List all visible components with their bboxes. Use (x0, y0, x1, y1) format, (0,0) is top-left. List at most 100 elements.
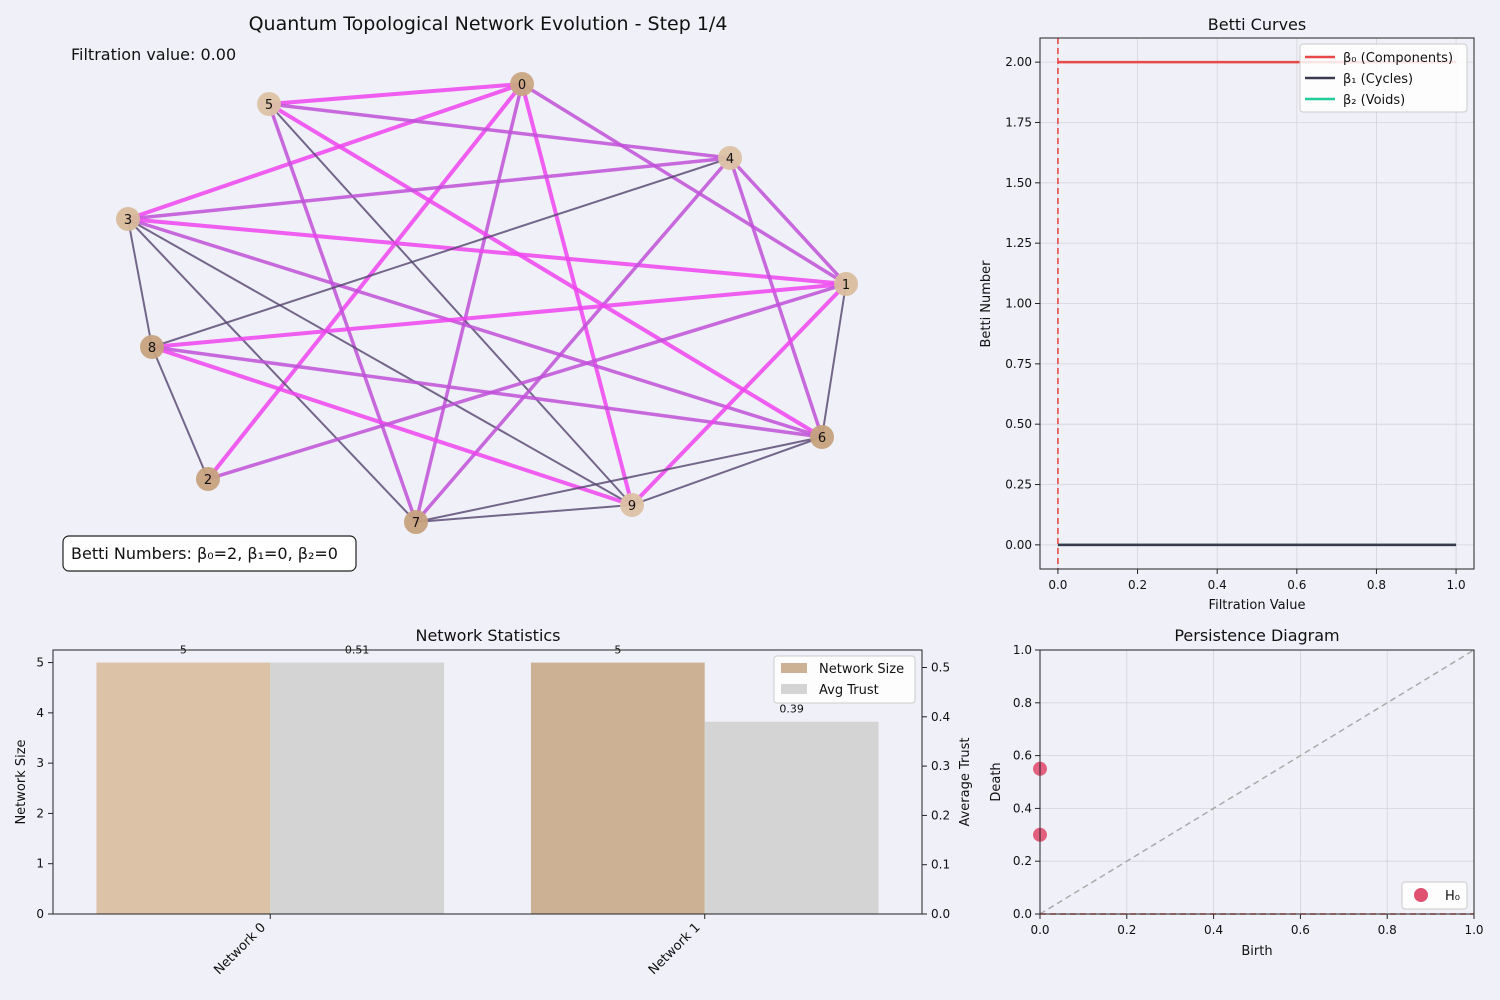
persistence-legend-label-0: H₀ (1445, 889, 1460, 904)
network-edge-0-9 (520, 82, 634, 507)
betti-y-tick-label: 1.75 (1005, 115, 1032, 129)
filtration-value-text: Filtration value: 0.00 (71, 45, 236, 64)
network-edge-8-2 (151, 346, 209, 480)
network-edge-4-8 (151, 157, 731, 348)
stats-left-tick-label: 3 (36, 756, 44, 770)
persistence-x-tick-label: 0.8 (1378, 923, 1397, 937)
persistence-y-tick-label: 0.8 (1013, 696, 1032, 710)
network-edge-1-6 (821, 283, 847, 438)
network-edge-3-6 (126, 217, 824, 439)
betti-y-tick-label: 1.50 (1005, 176, 1032, 190)
persistence-x-tick-label: 0.4 (1204, 923, 1223, 937)
network-edge-3-0 (126, 82, 524, 221)
persistence-legend-swatch-0 (1414, 888, 1428, 902)
network-edge-3-9 (127, 218, 633, 506)
network-node-3 (116, 207, 140, 231)
stats-bar-avg-trust-0 (270, 662, 445, 914)
persistence-x-tick-label: 0.0 (1030, 923, 1049, 937)
network-edge-1-9 (630, 282, 848, 507)
network-edge-3-1 (126, 217, 848, 286)
stats-left-tick-label: 4 (36, 706, 44, 720)
stats-right-tick-label: 0.5 (931, 661, 950, 675)
stats-legend-box (773, 655, 916, 704)
betti-legend-box (1299, 43, 1468, 113)
betti-y-tick-label: 0.75 (1005, 357, 1032, 371)
network-edge-2-1 (206, 282, 848, 481)
persistence-legend: H₀ (1401, 881, 1468, 910)
betti-x-tick-label: 1.0 (1447, 578, 1466, 592)
stats-legend-label-0: Network Size (819, 662, 904, 677)
network-node-label-0: 0 (518, 78, 526, 93)
persistence-title: Persistence Diagram (1174, 626, 1339, 645)
network-node-2 (196, 467, 220, 491)
betti-y-tick-label: 0.25 (1005, 478, 1032, 492)
network-edge-5-9 (268, 103, 633, 506)
network-node-4 (718, 146, 742, 170)
persistence-diagonal-line (1039, 649, 1475, 915)
persistence-y-tick-label: 0.2 (1013, 854, 1032, 868)
network-edge-2-0 (206, 82, 524, 481)
stats-title: Network Statistics (415, 626, 560, 645)
network-edge-3-7 (127, 218, 417, 523)
stats-left-tick-label: 2 (36, 806, 44, 820)
betti-x-axis-label: Filtration Value (1209, 598, 1306, 613)
network-edges (126, 82, 848, 524)
betti-x-tick-label: 0.2 (1128, 578, 1147, 592)
persistence-y-axis-label: Death (989, 762, 1004, 801)
stats-right-tick-label: 0.2 (931, 808, 950, 822)
network-edge-8-9 (150, 345, 634, 507)
stats-left-tick-label: 5 (36, 656, 44, 670)
network-node-1 (834, 272, 858, 296)
betti-y-tick-label: 2.00 (1005, 55, 1032, 69)
betti-legend: β₀ (Components) β₁ (Cycles) β₂ (Voids) (1299, 43, 1468, 113)
stats-right-tick-label: 0.0 (931, 907, 950, 921)
persistence-x-axis-label: Birth (1241, 944, 1272, 959)
stats-right-axis-label: Average Trust (958, 737, 973, 826)
betti-numbers-text: Betti Numbers: β₀=2, β₁=0, β₂=0 (71, 544, 338, 563)
persistence-x-tick-label: 0.2 (1117, 923, 1136, 937)
network-node-label-1: 1 (842, 278, 850, 293)
persistence-y-tick-label: 0.0 (1013, 907, 1032, 921)
stats-bar-avg-trust-1 (704, 721, 879, 914)
network-edge-4-7 (414, 156, 732, 524)
network-edge-0-1 (520, 82, 848, 286)
network-nodes: 0 1 2 3 4 5 6 7 8 9 (116, 72, 858, 534)
persistence-y-tick-label: 0.6 (1013, 749, 1032, 763)
stats-legend: Network Size Avg Trust (773, 655, 916, 704)
stats-right-tick-label: 0.1 (931, 858, 950, 872)
network-node-8 (140, 335, 164, 359)
network-edge-3-8 (127, 218, 153, 348)
stats-legend-swatch-1 (781, 684, 807, 694)
stats-left-tick-label: 0 (36, 907, 44, 921)
persistence-y-tick-label: 0.4 (1013, 801, 1032, 815)
stats-legend-swatch-0 (781, 663, 807, 673)
betti-x-tick-label: 0.6 (1287, 578, 1306, 592)
network-node-label-7: 7 (412, 516, 420, 531)
network-edge-4-1 (728, 156, 848, 286)
network-node-label-5: 5 (265, 98, 273, 113)
network-edge-5-4 (267, 102, 732, 160)
stats-category-label-1: Network 1 (646, 920, 704, 978)
network-title: Quantum Topological Network Evolution - … (249, 13, 728, 35)
network-node-label-8: 8 (148, 341, 156, 356)
betti-legend-label-2: β₂ (Voids) (1343, 93, 1405, 108)
betti-title: Betti Curves (1208, 15, 1306, 34)
network-graph-panel: Quantum Topological Network Evolution - … (62, 13, 858, 572)
network-node-5 (257, 92, 281, 116)
network-edge-7-9 (415, 504, 633, 523)
betti-x-tick-label: 0.8 (1367, 578, 1386, 592)
stats-bar-network-size-0 (96, 662, 271, 914)
persistence-axes-frame (1039, 649, 1475, 915)
network-node-label-2: 2 (204, 473, 212, 488)
betti-x-tick-label: 0.4 (1208, 578, 1227, 592)
persistence-diagram-panel: 0.0 0.2 0.4 0.6 0.8 1.0 0.0 0.2 0.4 0.6 0.8 1.0 Pers… (989, 626, 1484, 959)
stats-bar-network-size-1 (530, 662, 705, 914)
betti-legend-label-0: β₀ (Components) (1343, 51, 1453, 66)
stats-right-tick-label: 0.3 (931, 759, 950, 773)
persistence-y-tick-label: 1.0 (1013, 643, 1032, 657)
network-node-7 (404, 510, 428, 534)
betti-numbers-box (62, 535, 357, 572)
network-node-0 (510, 72, 534, 96)
stats-bar-value-label: 0.39 (779, 703, 804, 716)
